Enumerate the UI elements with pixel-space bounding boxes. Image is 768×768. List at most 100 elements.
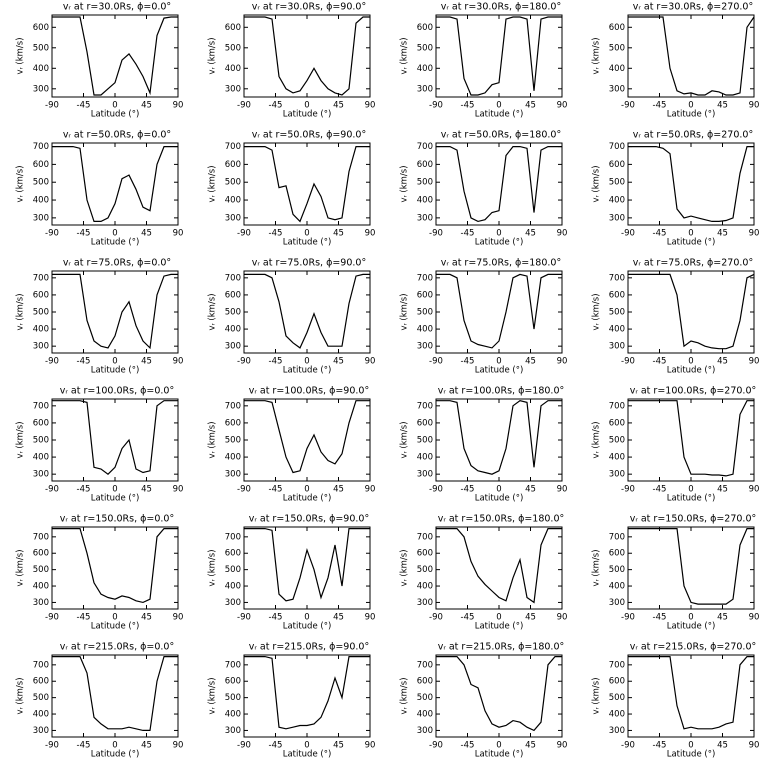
- x-tick-label: -45: [269, 485, 283, 495]
- x-tick-label: -45: [269, 229, 283, 239]
- x-axis-label: Latitude (°): [475, 238, 524, 248]
- chart-title: vᵣ at r=100.0Rs, ϕ=180.0°: [438, 386, 565, 397]
- chart-title: vᵣ at r=215.0Rs, ϕ=90.0°: [249, 642, 369, 653]
- x-tick-label: 90: [365, 229, 376, 239]
- x-tick-label: -45: [461, 485, 475, 495]
- chart-title: vᵣ at r=30.0Rs, ϕ=180.0°: [441, 2, 561, 13]
- x-tick-label: 90: [173, 229, 184, 239]
- y-tick-label: 700: [417, 401, 433, 411]
- x-tick-label: 0: [688, 101, 693, 111]
- x-tick-label: 90: [557, 357, 568, 367]
- plot-frame: [51, 398, 179, 482]
- x-tick-label: -90: [429, 229, 443, 239]
- y-tick-label: 500: [417, 436, 433, 446]
- y-tick-label: 700: [609, 660, 625, 670]
- y-tick-label: 500: [225, 308, 241, 318]
- x-tick-label: 90: [749, 229, 760, 239]
- y-tick-label: 700: [33, 401, 49, 411]
- plot-frame: [627, 654, 755, 738]
- y-tick-label: 300: [417, 213, 433, 223]
- y-axis-label: vᵣ (km/s): [208, 37, 218, 74]
- x-tick-label: -90: [237, 741, 251, 751]
- speed-curve: [628, 146, 754, 222]
- y-axis-label: vᵣ (km/s): [400, 293, 410, 330]
- y-tick-label: 300: [417, 726, 433, 736]
- x-tick-label: 0: [496, 613, 501, 623]
- x-tick-label: 0: [496, 741, 501, 751]
- y-tick-label: 700: [225, 401, 241, 411]
- x-tick-label: -90: [621, 613, 635, 623]
- x-tick-label: 0: [304, 613, 309, 623]
- speed-curve: [244, 16, 370, 96]
- y-axis-label: vᵣ (km/s): [208, 421, 218, 458]
- x-tick-label: 0: [112, 485, 117, 495]
- plot-frame: [51, 654, 179, 738]
- y-axis-label: vᵣ (km/s): [16, 549, 26, 586]
- y-axis-label: vᵣ (km/s): [592, 37, 602, 74]
- y-tick-label: 500: [33, 308, 49, 318]
- speed-curve: [436, 656, 562, 732]
- speed-curve: [436, 146, 562, 223]
- y-tick-label: 300: [33, 470, 49, 480]
- y-tick-label: 500: [609, 178, 625, 188]
- x-tick-label: 45: [333, 101, 344, 111]
- x-tick-label: 45: [333, 741, 344, 751]
- y-tick-label: 400: [33, 582, 49, 592]
- x-tick-label: 0: [304, 485, 309, 495]
- x-tick-label: 90: [173, 485, 184, 495]
- y-tick-label: 500: [33, 436, 49, 446]
- y-axis-label: vᵣ (km/s): [208, 165, 218, 202]
- y-tick-label: 500: [609, 693, 625, 703]
- x-tick-label: -90: [429, 741, 443, 751]
- y-tick-label: 700: [609, 142, 625, 152]
- y-tick-label: 300: [33, 726, 49, 736]
- y-tick-label: 600: [33, 677, 49, 687]
- x-tick-label: 90: [365, 101, 376, 111]
- x-tick-label: 45: [525, 229, 536, 239]
- x-axis-label: Latitude (°): [91, 238, 140, 248]
- y-axis-label: vᵣ (km/s): [592, 421, 602, 458]
- y-tick-label: 500: [33, 693, 49, 703]
- x-axis-label: Latitude (°): [475, 750, 524, 760]
- x-tick-label: -90: [45, 101, 59, 111]
- y-tick-label: 300: [417, 342, 433, 352]
- y-axis-label: vᵣ (km/s): [400, 677, 410, 714]
- y-axis-label: vᵣ (km/s): [592, 549, 602, 586]
- chart-title: vᵣ at r=150.0Rs, ϕ=0.0°: [60, 514, 174, 525]
- y-tick-label: 300: [33, 342, 49, 352]
- x-tick-label: -45: [653, 357, 667, 367]
- y-tick-label: 400: [225, 453, 241, 463]
- plot-frame: [243, 270, 371, 354]
- y-axis-label: vᵣ (km/s): [16, 293, 26, 330]
- y-tick-label: 700: [225, 142, 241, 152]
- x-tick-label: 0: [496, 101, 501, 111]
- y-axis-label: vᵣ (km/s): [592, 677, 602, 714]
- x-tick-label: -90: [45, 741, 59, 751]
- y-axis-label: vᵣ (km/s): [208, 677, 218, 714]
- x-tick-label: 45: [141, 101, 152, 111]
- x-tick-label: -45: [77, 101, 91, 111]
- y-tick-label: 500: [609, 565, 625, 575]
- x-tick-label: 0: [304, 357, 309, 367]
- x-tick-label: 90: [749, 741, 760, 751]
- x-tick-label: -45: [77, 229, 91, 239]
- y-tick-label: 500: [225, 565, 241, 575]
- speed-curve: [436, 400, 562, 475]
- x-tick-label: 45: [141, 741, 152, 751]
- x-tick-label: -45: [269, 741, 283, 751]
- y-tick-label: 400: [33, 453, 49, 463]
- x-tick-label: 90: [557, 101, 568, 111]
- y-tick-label: 600: [609, 418, 625, 428]
- plot-frame: [627, 398, 755, 482]
- x-axis-label: Latitude (°): [475, 110, 524, 120]
- speed-curve: [628, 400, 754, 477]
- x-tick-label: 90: [365, 613, 376, 623]
- chart-title: vᵣ at r=150.0Rs, ϕ=180.0°: [438, 514, 565, 525]
- y-tick-label: 600: [33, 549, 49, 559]
- x-tick-label: 90: [749, 613, 760, 623]
- y-tick-label: 400: [609, 582, 625, 592]
- speed-curve: [244, 400, 370, 474]
- y-tick-label: 600: [609, 290, 625, 300]
- y-tick-label: 400: [417, 325, 433, 335]
- y-tick-label: 600: [609, 677, 625, 687]
